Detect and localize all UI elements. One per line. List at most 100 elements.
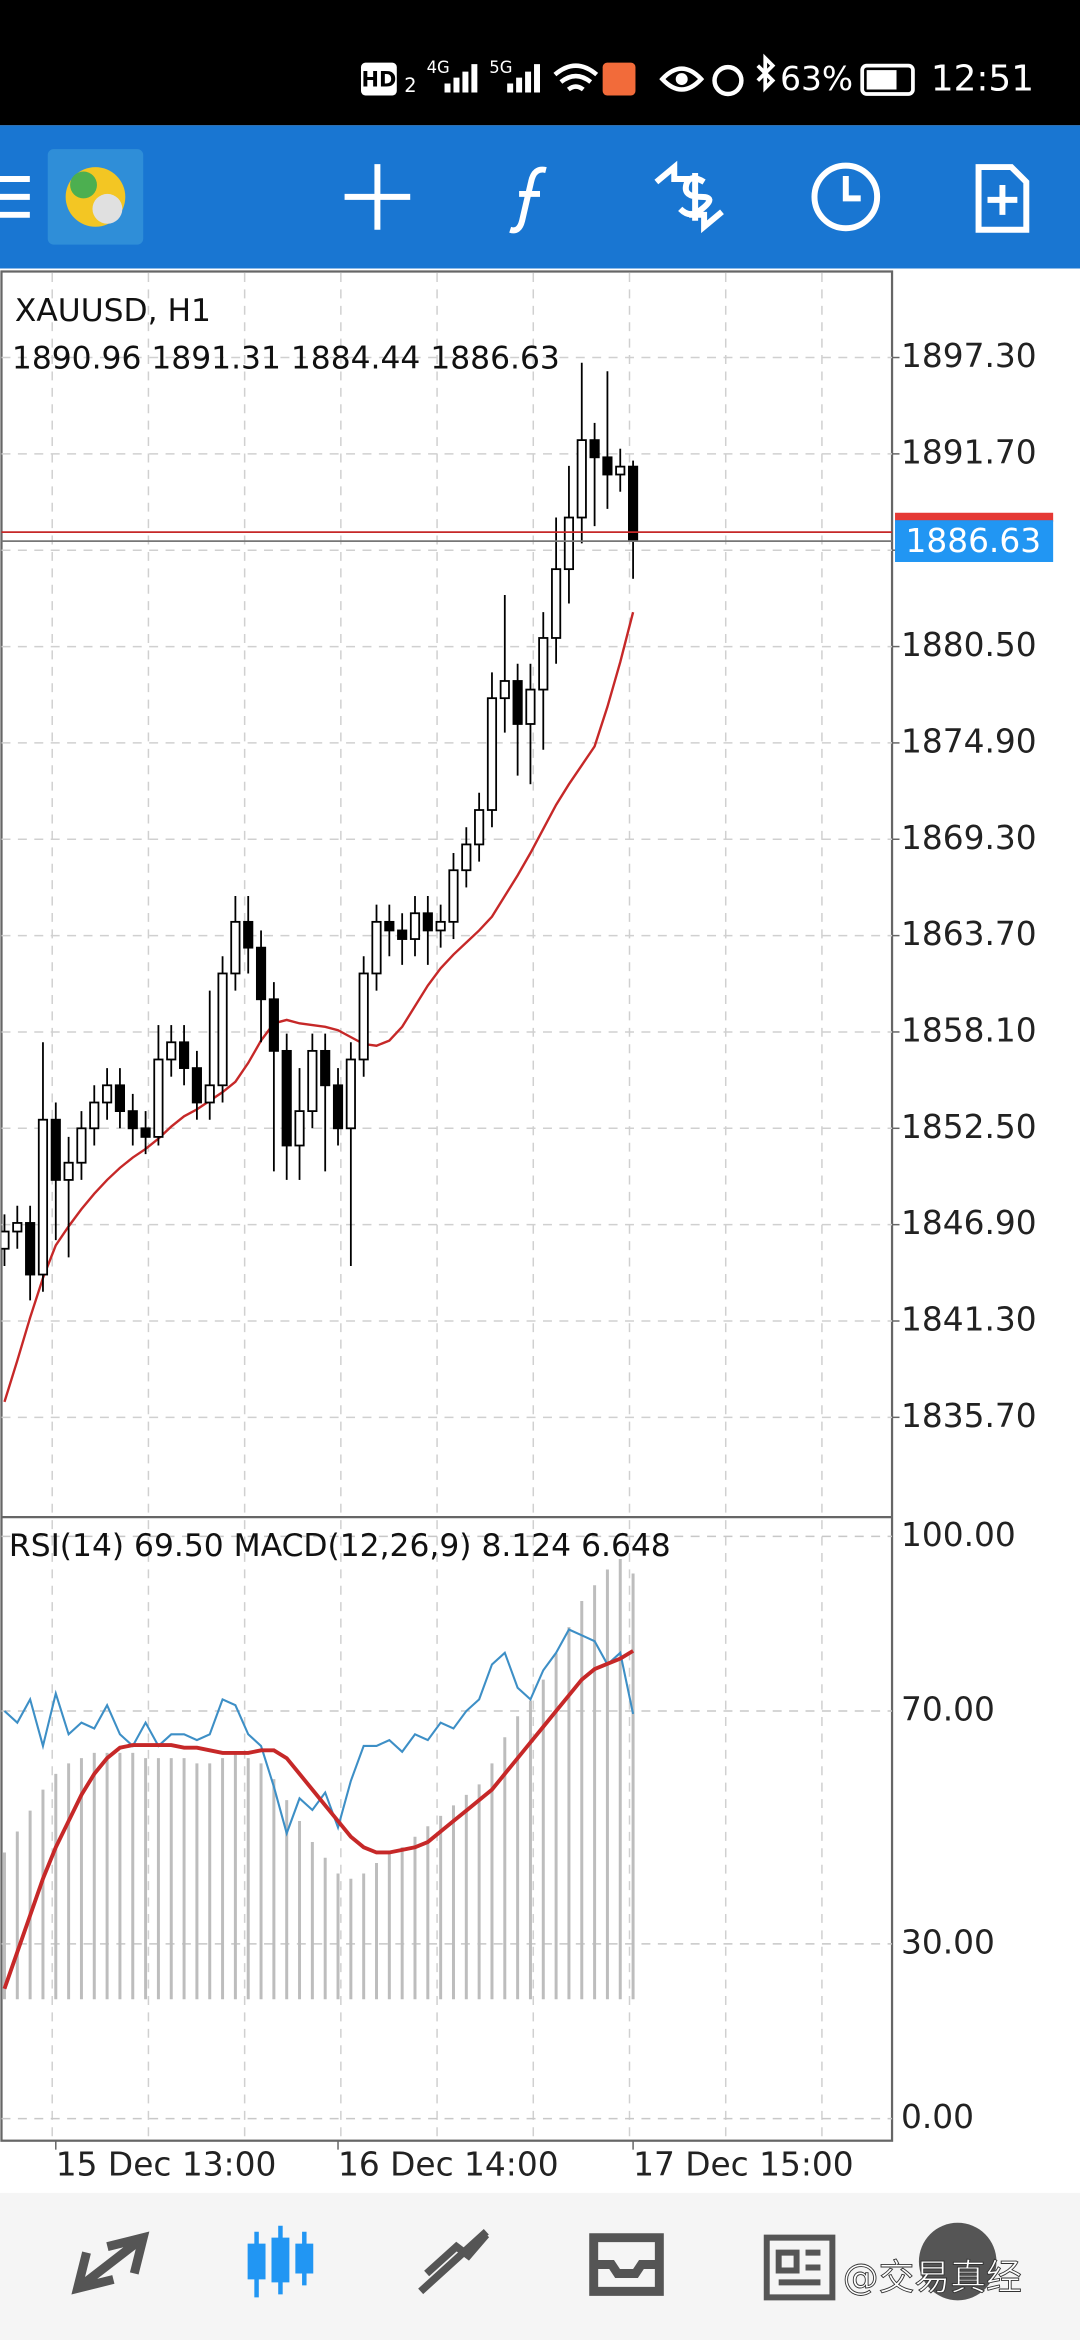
candle-body — [102, 1084, 113, 1104]
axes: 1897.301891.701886.101880.501874.901869.… — [55, 337, 1054, 2184]
candle-body — [63, 1161, 74, 1181]
x-tick-label: 17 Dec 15:00 — [633, 2146, 854, 2184]
candle-body — [50, 1118, 61, 1181]
quotes-tab[interactable] — [71, 2231, 150, 2295]
rsi-line — [3, 1628, 635, 1837]
y-tick-label: 1835.70 — [901, 1397, 1037, 1435]
candle-body — [89, 1101, 100, 1130]
app-logo — [70, 171, 97, 199]
trade-button[interactable] — [654, 160, 724, 234]
news-tab[interactable] — [763, 2234, 836, 2301]
y-tick-label: 1874.90 — [901, 722, 1037, 760]
candle-body — [409, 912, 421, 940]
candle-body — [191, 1067, 202, 1104]
indicator-panel — [1, 1535, 893, 2120]
candle-body — [332, 1084, 344, 1130]
x-tick-label: 15 Dec 13:00 — [56, 2146, 277, 2184]
candle-body — [538, 637, 549, 691]
trade-tab[interactable] — [418, 2228, 490, 2295]
crosshair-button[interactable] — [344, 164, 411, 230]
last-price-label: 1886.63 — [905, 522, 1041, 560]
battery-level — [866, 70, 897, 90]
history-tab[interactable] — [589, 2233, 664, 2296]
y-tick-label: 1846.90 — [901, 1204, 1037, 1242]
candle-body — [563, 516, 575, 571]
rsi-value: 69.50 — [134, 1528, 224, 1564]
candle-body — [422, 912, 433, 932]
bottom-nav — [0, 2192, 1080, 2340]
app-logo — [92, 193, 123, 224]
candle-body — [230, 920, 241, 975]
candle-body — [474, 809, 485, 846]
candle-body — [486, 697, 498, 811]
candle-body — [384, 920, 395, 932]
price-panel — [1, 356, 893, 1419]
alarm-icon — [712, 64, 744, 97]
candle-body — [602, 456, 613, 476]
open-value: 1890.96 — [12, 341, 141, 377]
settings-tab[interactable] — [918, 2222, 997, 2301]
period-button[interactable] — [811, 162, 881, 232]
candle-body — [166, 1041, 177, 1061]
battery-label: 63% — [780, 60, 853, 98]
signal-icon — [507, 64, 540, 93]
hd-label: HD — [361, 68, 396, 92]
candle-body — [281, 1049, 292, 1147]
candle-body — [307, 1049, 318, 1112]
menu-button[interactable] — [0, 176, 30, 218]
candle-body — [512, 680, 523, 725]
new-chart-button[interactable] — [975, 164, 1030, 233]
rsi-name: RSI(14) — [9, 1528, 124, 1564]
battery-icon — [860, 63, 915, 96]
y-tick-label: 1841.30 — [901, 1301, 1037, 1339]
indicator-caption: RSI(14) 69.50 MACD(12,26,9) 8.124 6.648 — [9, 1528, 671, 1564]
hd-badge — [360, 62, 397, 96]
candle-body — [525, 688, 536, 725]
macd-name: MACD(12,26,9) — [234, 1528, 472, 1564]
signal-value: 6.648 — [581, 1528, 671, 1564]
chart-tab — [247, 2237, 314, 2283]
candle-body — [461, 843, 472, 872]
new-chart-button — [987, 184, 1018, 215]
indicators-button[interactable] — [509, 166, 547, 234]
candle-body — [448, 869, 459, 923]
y-tick-label: 0.00 — [901, 2098, 974, 2136]
chart-frame — [0, 270, 894, 2142]
watermark: @交易真经 — [843, 2257, 1022, 2298]
y-tick-label: 1858.10 — [901, 1011, 1037, 1049]
y-tick-label: 70.00 — [901, 1691, 995, 1729]
candle-body — [153, 1058, 164, 1138]
candle-body — [576, 439, 587, 519]
ask-marker — [895, 512, 1054, 522]
candle-body — [255, 946, 267, 1001]
candle-body — [294, 1110, 305, 1147]
close-value: 1886.63 — [430, 341, 559, 377]
net-label: 4G — [427, 58, 450, 77]
candle-body — [589, 439, 600, 459]
bluetooth-icon — [756, 53, 776, 93]
candle-body — [140, 1127, 151, 1138]
candle-body — [268, 998, 279, 1052]
clock: 12:51 — [931, 59, 1034, 100]
macd-value: 8.124 — [481, 1528, 571, 1564]
candle-body — [76, 1127, 87, 1164]
candle-body — [25, 1222, 36, 1276]
y-tick-label: 1852.50 — [901, 1108, 1037, 1146]
macd-signal — [2, 1649, 635, 1990]
eye-icon — [659, 66, 705, 92]
period-button — [842, 176, 861, 202]
candle-body — [499, 680, 510, 700]
candle-body — [551, 568, 562, 639]
y-tick-label: 1897.30 — [901, 337, 1037, 375]
eye-icon — [675, 73, 688, 86]
y-tick-label: 1880.50 — [901, 626, 1037, 664]
wifi-icon — [553, 63, 599, 92]
moving-average — [3, 611, 635, 1403]
x-tick-label: 16 Dec 14:00 — [338, 2146, 559, 2184]
y-tick-label: 1869.30 — [901, 819, 1037, 857]
candle-body — [204, 1084, 215, 1104]
candle-body — [114, 1084, 126, 1112]
candle-body — [127, 1110, 138, 1130]
